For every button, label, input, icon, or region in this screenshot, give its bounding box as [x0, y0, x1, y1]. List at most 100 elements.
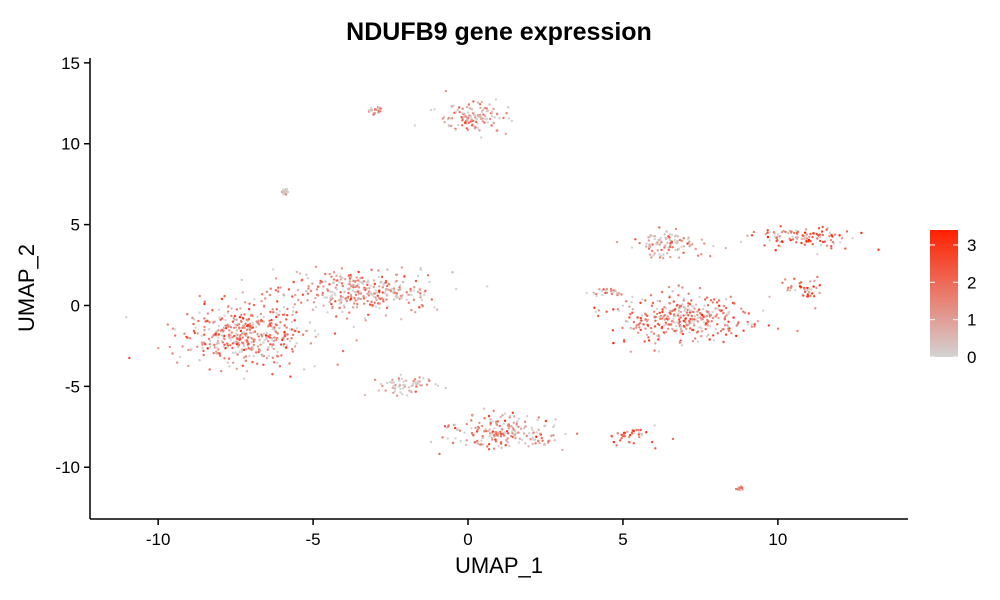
- cell-point: [325, 296, 328, 299]
- cell-point: [711, 301, 714, 304]
- cell-point: [430, 298, 433, 301]
- cell-point: [283, 330, 286, 334]
- cell-point: [791, 235, 794, 238]
- cell-point: [240, 320, 243, 323]
- cell-point: [223, 314, 226, 317]
- cell-point: [438, 452, 441, 456]
- cell-point: [125, 316, 128, 319]
- cell-point: [611, 329, 615, 332]
- cell-point: [676, 241, 679, 244]
- cell-point: [214, 333, 217, 336]
- cell-point: [407, 386, 411, 389]
- cell-point: [682, 237, 686, 240]
- cell-point: [660, 248, 663, 252]
- cell-point: [196, 345, 199, 348]
- cell-point: [449, 124, 453, 128]
- cell-point: [461, 107, 464, 110]
- cell-point: [616, 432, 619, 435]
- cell-point: [693, 315, 697, 318]
- cell-point: [272, 339, 275, 343]
- cell-point: [220, 328, 224, 331]
- cell-point: [308, 321, 312, 324]
- cell-point: [366, 292, 369, 295]
- cell-point: [412, 298, 416, 301]
- cell-point: [251, 314, 254, 318]
- cell-point: [257, 323, 261, 326]
- cell-point: [381, 286, 384, 289]
- cell-point: [326, 311, 329, 314]
- cell-point: [722, 311, 725, 315]
- cell-point: [807, 290, 811, 293]
- cell-point: [631, 308, 634, 311]
- cell-point: [638, 431, 641, 434]
- cell-point: [455, 287, 458, 291]
- cell-point: [511, 411, 514, 414]
- cell-point: [803, 243, 806, 246]
- cell-point: [186, 336, 189, 340]
- cell-point: [248, 354, 251, 358]
- cell-point: [251, 347, 255, 350]
- cell-point: [585, 291, 588, 295]
- cell-point: [661, 308, 664, 311]
- cell-point: [658, 243, 661, 246]
- cell-point: [592, 292, 596, 295]
- cell-point: [675, 329, 678, 332]
- cell-point: [628, 305, 631, 308]
- cell-point: [374, 289, 377, 292]
- cell-point: [242, 348, 246, 352]
- cell-point: [231, 342, 235, 345]
- cell-point: [276, 361, 279, 365]
- cell-point: [476, 101, 480, 104]
- cell-point: [392, 384, 395, 388]
- cell-point: [287, 190, 290, 194]
- cell-point: [528, 431, 531, 435]
- cell-point: [398, 297, 401, 300]
- cell-point: [233, 314, 237, 318]
- cell-point: [352, 279, 355, 283]
- cell-point: [677, 294, 680, 297]
- cell-point: [271, 308, 274, 311]
- cell-point: [817, 227, 821, 230]
- cell-point: [192, 322, 195, 326]
- cell-point: [732, 316, 735, 319]
- cell-point: [173, 328, 177, 331]
- cell-point: [722, 340, 725, 344]
- cell-point: [216, 339, 220, 343]
- cell-point: [486, 445, 489, 448]
- cell-point: [490, 432, 493, 435]
- cell-point: [768, 295, 771, 298]
- cell-point: [495, 422, 498, 425]
- cell-point: [632, 429, 635, 433]
- cell-point: [270, 338, 274, 341]
- cell-point: [373, 292, 376, 295]
- cell-point: [443, 121, 446, 124]
- cell-point: [347, 295, 350, 298]
- cell-point: [391, 386, 394, 390]
- cell-point: [354, 299, 357, 302]
- cell-point: [226, 323, 229, 326]
- cell-point: [671, 233, 674, 237]
- cell-point: [662, 331, 666, 334]
- cell-point: [378, 285, 381, 288]
- cell-point: [491, 430, 495, 433]
- cell-point: [482, 407, 486, 410]
- cell-point: [660, 326, 663, 330]
- cell-point: [291, 295, 294, 298]
- cell-point: [656, 299, 659, 302]
- cell-point: [295, 270, 298, 274]
- cell-point: [357, 270, 360, 274]
- cell-point: [250, 337, 254, 340]
- cell-point: [497, 431, 501, 435]
- cell-point: [451, 271, 454, 274]
- cell-point: [224, 347, 227, 350]
- cell-point: [680, 245, 683, 248]
- cell-point: [766, 231, 769, 234]
- cell-point: [200, 334, 203, 337]
- cell-point: [630, 246, 634, 249]
- cell-point: [315, 288, 319, 291]
- cell-point: [727, 320, 730, 323]
- cell-point: [260, 333, 263, 336]
- cell-point: [640, 314, 644, 317]
- cell-point: [728, 327, 731, 330]
- cell-point: [231, 351, 235, 354]
